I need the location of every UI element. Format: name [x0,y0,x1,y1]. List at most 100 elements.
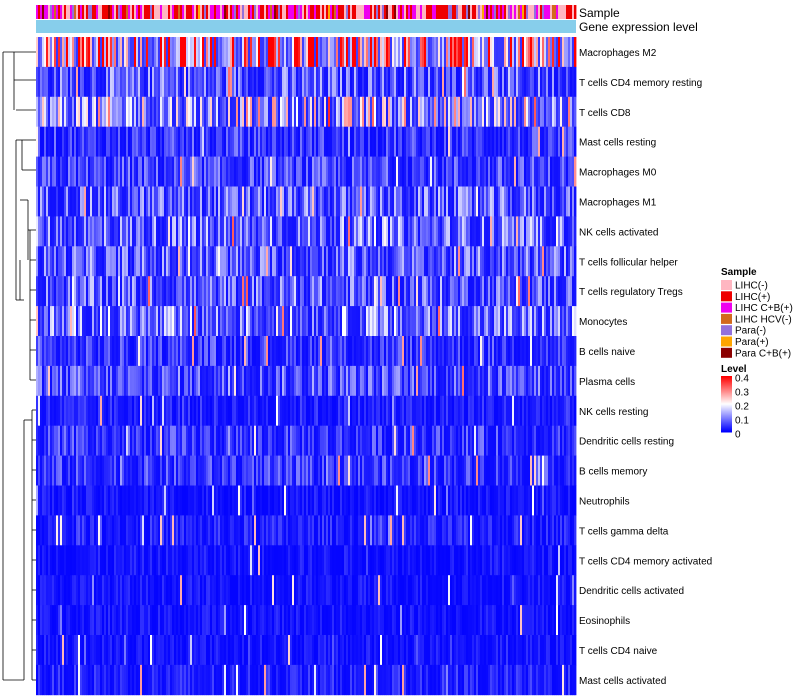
heatmap-row [36,485,577,516]
heatmap-cell [240,216,243,247]
heatmap-cell [64,336,67,367]
heatmap-cell [38,545,41,576]
heatmap-cell [478,37,481,68]
heatmap-cell [456,395,459,427]
heatmap-cell [434,246,437,277]
heatmap-cell [260,425,263,456]
heatmap-cell [418,37,421,68]
heatmap-cell [524,37,527,68]
heatmap-cell [530,126,533,157]
heatmap-cell [544,126,547,157]
heatmap-cell [54,156,57,187]
heatmap-cell [164,485,167,516]
heatmap-cell [264,66,267,98]
heatmap-cell [216,37,219,68]
heatmap-cell [290,37,293,68]
heatmap-cell [126,37,129,68]
heatmap-cell [112,545,115,576]
heatmap-cell [466,37,469,68]
heatmap-cell [190,425,193,456]
heatmap-cell [518,515,521,546]
heatmap-cell [494,66,497,98]
heatmap-cell [424,246,427,277]
heatmap-cell [316,276,319,307]
heatmap-cell [128,395,131,427]
heatmap-cell [56,545,59,576]
heatmap-cell [380,395,383,427]
heatmap-cell [498,156,501,187]
heatmap-cell [404,455,407,486]
heatmap-cell [286,66,289,98]
heatmap-cell [396,216,399,247]
heatmap-cell [208,126,211,157]
heatmap-cell [528,336,531,367]
heatmap-cell [342,37,345,68]
heatmap-cell [182,126,185,157]
heatmap-cell [340,126,343,157]
heatmap-cell [556,126,559,157]
heatmap-cell [164,336,167,367]
heatmap-cell [286,425,289,456]
heatmap-cell [372,246,375,277]
heatmap-cell [358,37,361,68]
heatmap-cell [428,66,431,98]
heatmap-cell [536,515,539,546]
heatmap-cell [130,485,133,516]
heatmap-cell [114,276,117,307]
heatmap-cell [476,455,479,486]
heatmap-cell [360,246,363,277]
heatmap-cell [526,126,529,157]
sample-annotation-cell [62,5,65,19]
heatmap-cell [170,276,173,307]
heatmap-cell [122,306,125,337]
sample-annotation-cell [490,5,493,19]
heatmap-cell [184,246,187,277]
heatmap-cell [560,455,563,486]
heatmap-cell [162,395,165,427]
heatmap-cell [300,455,303,486]
heatmap-cell [564,515,567,546]
heatmap-cell [50,395,53,427]
sample-annotation-cell [288,5,291,19]
heatmap-cell [558,455,561,486]
heatmap-cell [526,66,529,98]
heatmap-cell [78,37,81,68]
heatmap-cell [534,515,537,546]
heatmap-cell [72,515,75,546]
heatmap-cell [248,515,251,546]
heatmap-cell [238,216,241,247]
heatmap-cell [170,515,173,546]
heatmap-cell [290,425,293,456]
heatmap-cell [462,515,465,546]
heatmap-cell [338,216,341,247]
heatmap-cell [316,246,319,277]
heatmap-cell [236,37,239,68]
heatmap-cell [188,156,191,187]
heatmap-cell [148,455,151,486]
heatmap-cell [244,485,247,516]
heatmap-cell [182,246,185,277]
heatmap-cell [228,306,231,337]
heatmap-cell [380,485,383,516]
sample-annotation-cell [302,5,305,19]
heatmap-cell [492,276,495,307]
heatmap-cell [336,66,339,98]
heatmap-cell [220,66,223,98]
heatmap-cell [396,66,399,98]
heatmap-cell [160,515,163,546]
heatmap-cell [104,515,107,546]
heatmap-cell [148,66,151,98]
heatmap-cell [390,306,393,337]
heatmap-cell [140,515,143,546]
heatmap-cell [88,186,91,217]
heatmap-cell [328,306,331,337]
heatmap-cell [350,216,353,247]
heatmap-cell [548,37,551,68]
heatmap-cell [266,126,269,157]
heatmap-cell [244,37,247,68]
heatmap-cell [288,216,291,247]
heatmap-cell [256,455,259,486]
heatmap-cell [162,66,165,98]
heatmap-cell [154,365,157,397]
heatmap-cell [350,126,353,157]
